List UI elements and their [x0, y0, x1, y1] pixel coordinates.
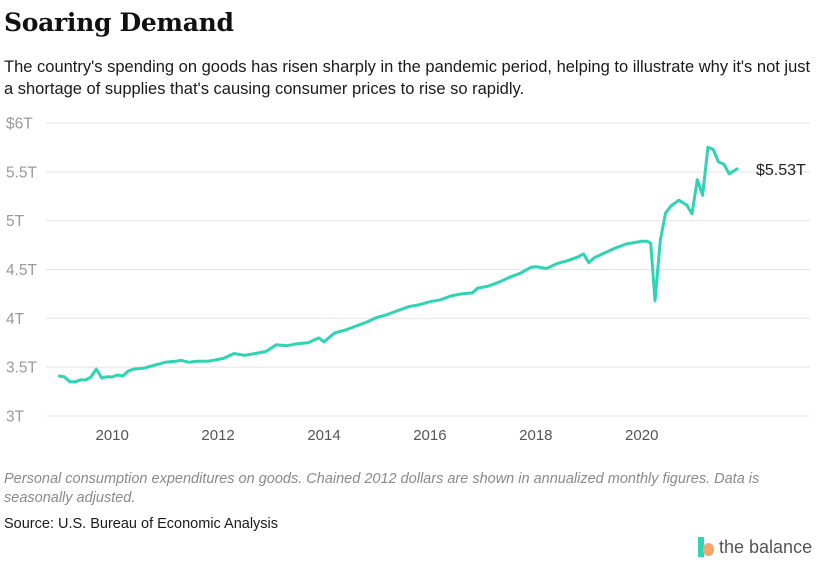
chart-subtitle: The country's spending on goods has rise… — [4, 58, 811, 98]
y-tick-label: 4.5T — [6, 262, 38, 279]
brand-logo: the balance — [698, 536, 812, 558]
source-line: Source: U.S. Bureau of Economic Analysis — [4, 516, 279, 532]
x-tick-label: 2016 — [413, 427, 446, 444]
y-tick-label: 3T — [6, 409, 25, 426]
x-tick-label: 2020 — [625, 427, 658, 444]
x-tick-label: 2018 — [519, 427, 552, 444]
y-tick-label: 5.5T — [6, 164, 38, 181]
x-tick-label: 2010 — [96, 427, 129, 444]
logo-icon — [698, 537, 714, 557]
y-tick-label: $6T — [6, 116, 33, 133]
x-tick-label: 2014 — [307, 427, 340, 444]
line-chart: 3T 3.5T 4T 4.5T 5T 5.5T $6T 2010 2012 2014 2016 201… — [6, 116, 810, 444]
chart-title: Soaring Demand — [4, 8, 234, 37]
y-tick-label: 4T — [6, 311, 25, 328]
footnote: Personal consumption expenditures on goo… — [4, 471, 760, 506]
x-tick-label: 2012 — [201, 427, 234, 444]
y-tick-label: 3.5T — [6, 360, 38, 377]
brand-name: the balance — [719, 536, 813, 557]
end-value-label: $5.53T — [756, 162, 806, 179]
y-tick-label: 5T — [6, 213, 25, 230]
series-line — [57, 145, 739, 384]
